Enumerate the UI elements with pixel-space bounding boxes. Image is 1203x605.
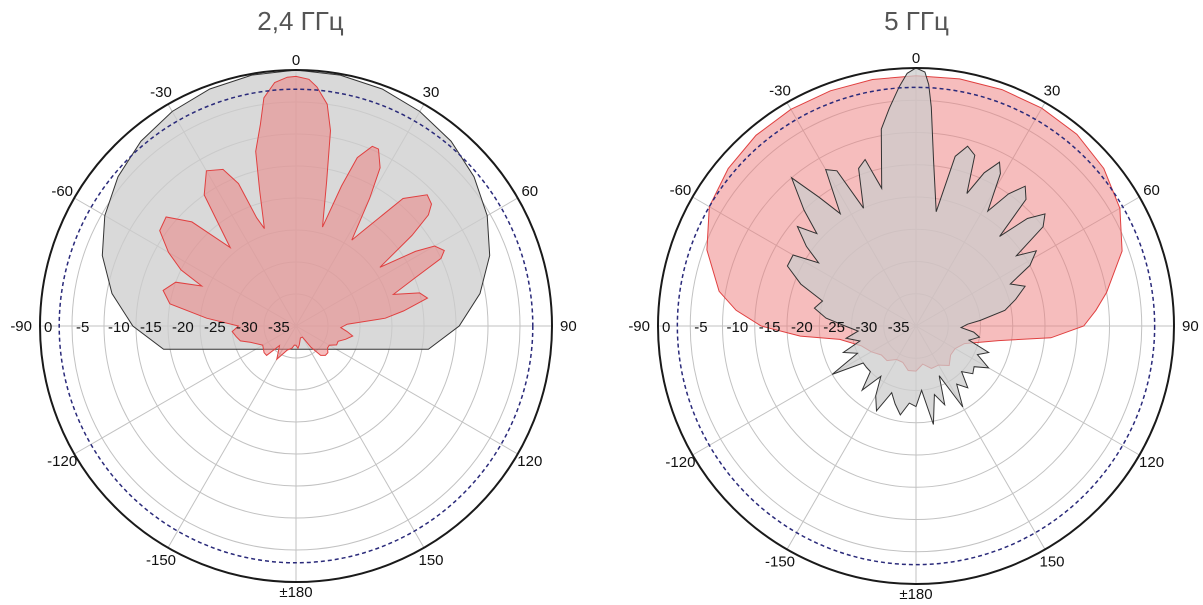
angle-tick-label: 60 bbox=[1143, 182, 1160, 199]
radial-tick-label: -5 bbox=[76, 319, 89, 336]
radial-tick-label: -10 bbox=[108, 319, 130, 336]
chart-title: 2,4 ГГц bbox=[257, 6, 344, 36]
angle-tick-label: 150 bbox=[1039, 554, 1064, 571]
angle-tick-label: 90 bbox=[560, 318, 577, 335]
angle-tick-label: 120 bbox=[517, 453, 542, 470]
radial-tick-label: -30 bbox=[856, 319, 878, 336]
angle-tick-label: 30 bbox=[423, 84, 440, 101]
angle-tick-label: -90 bbox=[628, 318, 650, 335]
radial-tick-label: -5 bbox=[694, 319, 707, 336]
chart-panel-2-4ghz: 2,4 ГГц 0 30 60 90 120 150 ±180 -150 -120 -90 -60-… bbox=[0, 0, 601, 605]
radial-tick-label: -25 bbox=[204, 319, 226, 336]
radial-tick-label: -20 bbox=[791, 319, 813, 336]
angle-tick-label: 120 bbox=[1139, 454, 1164, 471]
angle-tick-label: -150 bbox=[765, 554, 795, 571]
angle-tick-label: -60 bbox=[51, 183, 73, 200]
angle-tick-label: -90 bbox=[10, 318, 32, 335]
angle-tick-label: 90 bbox=[1182, 318, 1199, 335]
polar-chart-5ghz: 0 30 60 90 120 150 ±180 -150 -120 -90 -60 -30 0 -5 -10… bbox=[628, 50, 1199, 603]
polar-chart-2-4ghz: 0 30 60 90 120 150 ±180 -150 -120 -90 -60 -30 0 -5 -10… bbox=[10, 52, 577, 601]
grid-spoke bbox=[295, 325, 425, 548]
angle-tick-label: ±180 bbox=[899, 586, 932, 603]
chart-panel-5ghz: 5 ГГц 0 30 60 90 120 150 ±180 -150 -120 -90 -60 -30… bbox=[616, 0, 1203, 605]
radial-tick-label: -35 bbox=[888, 319, 910, 336]
radial-tick-label: 0 bbox=[44, 319, 52, 336]
reference-circle bbox=[676, 86, 1156, 566]
radial-tick-label: 0 bbox=[662, 319, 670, 336]
grid-spoke bbox=[167, 325, 297, 548]
angle-tick-label: -30 bbox=[150, 84, 172, 101]
radial-tick-label: -15 bbox=[140, 319, 162, 336]
angle-tick-label: 60 bbox=[521, 183, 538, 200]
outer-circle bbox=[657, 67, 1175, 585]
angle-tick-label: 30 bbox=[1044, 82, 1061, 99]
radial-tick-label: -20 bbox=[172, 319, 194, 336]
radial-tick-label: -35 bbox=[268, 319, 290, 336]
angle-tick-label: 0 bbox=[912, 50, 920, 67]
pattern-series-2 bbox=[786, 67, 1046, 425]
angle-tick-label: -30 bbox=[769, 82, 791, 99]
angle-tick-label: -120 bbox=[665, 454, 695, 471]
radial-tick-label: -15 bbox=[759, 319, 781, 336]
radial-tick-label: -30 bbox=[236, 319, 258, 336]
chart-title: 5 ГГц bbox=[884, 6, 949, 36]
outer-circle bbox=[39, 69, 553, 583]
angle-tick-label: -150 bbox=[146, 552, 176, 569]
angle-tick-label: ±180 bbox=[279, 584, 312, 601]
pattern-series-2 bbox=[159, 75, 445, 361]
angle-tick-label: -120 bbox=[47, 453, 77, 470]
angle-tick-label: -60 bbox=[670, 182, 692, 199]
radial-tick-label: -25 bbox=[823, 319, 845, 336]
angle-tick-label: 150 bbox=[418, 552, 443, 569]
radial-tick-label: -10 bbox=[727, 319, 749, 336]
angle-tick-label: 0 bbox=[292, 52, 300, 69]
reference-circle bbox=[58, 88, 534, 564]
